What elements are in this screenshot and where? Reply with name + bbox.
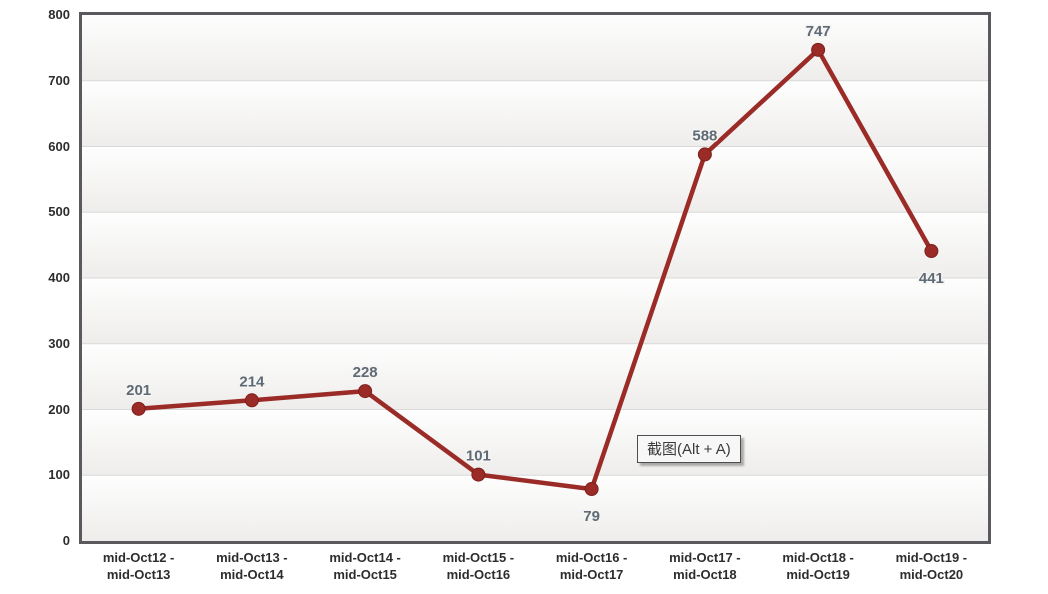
- x-axis-label: mid-Oct14 - mid-Oct15: [329, 550, 401, 582]
- y-axis-label: 100: [48, 467, 70, 483]
- x-axis-label: mid-Oct12 - mid-Oct13: [102, 550, 175, 582]
- plot-band: [82, 80, 988, 147]
- y-axis-label: 200: [48, 401, 70, 417]
- x-axis-label: mid-Oct18 - mid-Oct19: [782, 550, 854, 582]
- y-axis-label: 400: [48, 270, 70, 285]
- y-axis-label: 600: [48, 138, 70, 154]
- plot-band: [82, 212, 988, 278]
- y-axis-label: 800: [48, 7, 70, 22]
- data-point-label: 588: [692, 127, 717, 144]
- data-point-label: 201: [126, 382, 151, 399]
- screenshot-tooltip: 截图(Alt + A): [637, 435, 741, 463]
- y-axis-label: 700: [48, 72, 70, 88]
- data-point-label: 101: [466, 448, 491, 465]
- data-point-label: 441: [919, 270, 944, 287]
- plot-band: [82, 343, 988, 410]
- plot-area: 201 214 228 101 79 588 747 441: [79, 12, 991, 544]
- data-point-marker[interactable]: [697, 147, 712, 162]
- data-point-label: 747: [806, 23, 831, 40]
- data-point-label: 228: [353, 364, 378, 381]
- data-point-label: 214: [239, 373, 265, 390]
- data-point-marker[interactable]: [358, 384, 373, 399]
- x-axis-label: mid-Oct17 - mid-Oct18: [669, 550, 741, 582]
- x-axis-label: mid-Oct13 - mid-Oct14: [216, 550, 288, 582]
- data-point-marker[interactable]: [244, 393, 259, 408]
- y-axis-label: 500: [48, 204, 70, 220]
- y-axis-label: 300: [48, 335, 70, 351]
- x-axis-label: mid-Oct19 - mid-Oct20: [895, 550, 968, 582]
- series-line: [136, 47, 934, 492]
- x-axis-label: mid-Oct15 - mid-Oct16: [442, 550, 515, 582]
- data-point-marker[interactable]: [584, 482, 599, 497]
- plot-band: [82, 146, 988, 213]
- plot-band: [82, 475, 988, 541]
- data-point-marker[interactable]: [811, 42, 826, 57]
- data-point-marker[interactable]: [471, 467, 486, 482]
- plot-band: [82, 15, 988, 81]
- data-point-marker[interactable]: [131, 401, 146, 416]
- plot-band: [82, 409, 988, 476]
- plot-band: [82, 278, 988, 344]
- line-chart: 201 214 228 101 79 588 747 441: [82, 15, 988, 541]
- y-axis-label: 0: [62, 533, 70, 548]
- data-point-label: 79: [583, 508, 600, 525]
- data-point-marker[interactable]: [924, 244, 939, 259]
- x-axis-label: mid-Oct16 - mid-Oct17: [555, 550, 628, 582]
